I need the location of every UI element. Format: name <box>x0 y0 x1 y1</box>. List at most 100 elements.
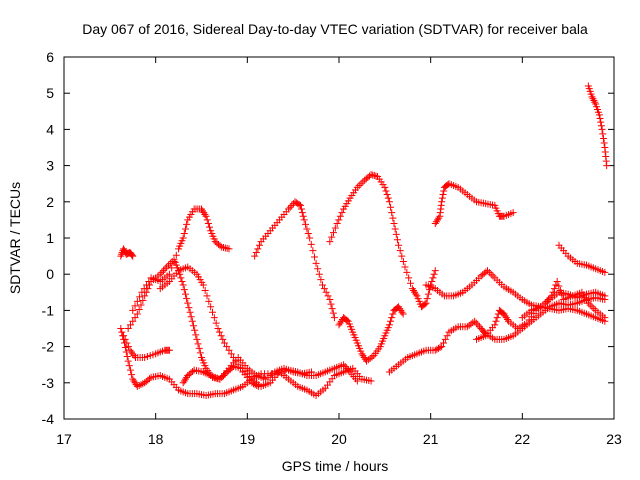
data-point-track-j <box>395 303 403 311</box>
data-point-track-i <box>423 295 431 303</box>
data-point-track-d <box>191 326 199 334</box>
y-tick-label: 1 <box>46 230 54 246</box>
data-point-track-d <box>133 310 141 318</box>
data-point-track-b <box>117 325 125 332</box>
data-point-track-m <box>485 268 493 276</box>
data-point-track-l <box>509 209 517 217</box>
data-point-track-h <box>297 205 305 213</box>
data-point-track-h <box>255 241 263 249</box>
data-point-track-i <box>392 230 400 238</box>
data-point-track-j <box>399 310 407 318</box>
data-point-track-h <box>319 281 326 289</box>
data-point-track-e <box>129 306 137 314</box>
data-point-track-e <box>179 234 187 242</box>
data-point-track-e <box>183 220 191 228</box>
data-point-track-p <box>603 162 611 170</box>
data-point-track-i <box>331 224 339 232</box>
x-tick-label: 19 <box>240 431 256 447</box>
y-tick-label: 4 <box>46 121 54 137</box>
data-point-track-l <box>440 187 448 195</box>
data-point-track-c <box>126 346 134 354</box>
data-point-track-n <box>491 321 499 329</box>
data-point-track-i <box>398 252 406 260</box>
data-point-track-m <box>489 272 497 280</box>
data-point-track-g <box>223 343 231 351</box>
data-point-track-d <box>220 372 227 380</box>
y-tick-label: -4 <box>42 411 55 427</box>
data-point-track-c <box>127 348 135 356</box>
data-point-track-d <box>188 317 196 325</box>
data-point-track-a <box>129 252 137 260</box>
data-point-track-k <box>441 335 449 343</box>
data-point-track-b <box>129 375 137 383</box>
data-point-track-f <box>180 377 188 385</box>
data-point-track-g <box>232 357 240 365</box>
data-point-track-e <box>199 207 207 215</box>
data-point-track-b <box>135 382 143 390</box>
data-point-track-g <box>227 350 235 358</box>
data-point-track-p <box>589 95 597 103</box>
data-point-track-i <box>381 183 389 191</box>
data-point-track-j <box>387 317 395 325</box>
data-point-track-d <box>177 274 185 282</box>
data-point-track-k <box>471 317 479 325</box>
data-point-track-n <box>502 314 510 322</box>
data-point-track-i <box>328 233 336 241</box>
data-point-track-g <box>253 382 261 390</box>
data-point-track-e <box>202 212 210 220</box>
data-point-track-d <box>161 265 169 273</box>
data-point-track-h <box>330 314 338 322</box>
data-point-track-l <box>438 194 446 202</box>
data-point-track-k <box>438 343 446 351</box>
data-point-track-h <box>314 265 322 273</box>
data-point-track-d <box>193 335 201 343</box>
data-point-track-g <box>207 303 215 311</box>
x-tick-label: 17 <box>56 431 72 447</box>
data-point-track-e <box>145 277 153 285</box>
data-point-track-g <box>209 308 216 316</box>
data-point-track-j <box>335 321 343 329</box>
data-point-track-n <box>493 314 501 322</box>
data-point-track-c <box>129 350 137 358</box>
y-tick-label: 0 <box>46 266 54 282</box>
data-point-track-d <box>158 268 166 276</box>
data-point-track-g <box>234 361 242 369</box>
data-point-track-h <box>286 203 294 211</box>
data-point-track-l <box>432 218 440 226</box>
data-point-track-k <box>472 319 480 327</box>
y-tick-label: 5 <box>46 85 54 101</box>
data-point-track-f <box>181 375 189 383</box>
data-point-track-d <box>367 377 375 385</box>
data-point-track-h <box>309 247 317 255</box>
data-point-track-i <box>431 267 439 275</box>
data-point-track-p <box>600 139 608 147</box>
x-tick-label: 18 <box>148 431 164 447</box>
data-point-track-b <box>130 377 138 385</box>
data-point-track-b <box>125 362 133 370</box>
data-point-track-l <box>435 214 443 222</box>
data-point-track-g <box>248 379 256 387</box>
data-point-track-e <box>206 223 214 231</box>
data-point-track-g <box>250 380 258 388</box>
x-tick-label: 21 <box>423 431 439 447</box>
data-point-track-f <box>308 368 315 376</box>
data-point-track-g <box>199 281 207 289</box>
data-point-track-e <box>181 225 189 233</box>
data-marks <box>117 82 611 399</box>
data-point-track-j <box>336 319 344 327</box>
data-point-track-l <box>431 220 439 228</box>
data-point-track-i <box>326 238 334 246</box>
data-point-track-d <box>184 299 192 307</box>
data-point-track-d <box>156 270 164 278</box>
data-point-track-d <box>131 314 139 322</box>
data-point-track-j <box>397 306 405 314</box>
data-point-track-g <box>225 346 233 354</box>
x-tick-label: 22 <box>515 431 531 447</box>
data-point-track-k <box>440 339 447 347</box>
data-point-track-h <box>317 276 325 284</box>
data-point-track-e <box>198 205 205 213</box>
data-point-track-h <box>302 220 310 228</box>
data-point-track-h <box>303 225 311 233</box>
data-point-track-e <box>201 210 209 218</box>
